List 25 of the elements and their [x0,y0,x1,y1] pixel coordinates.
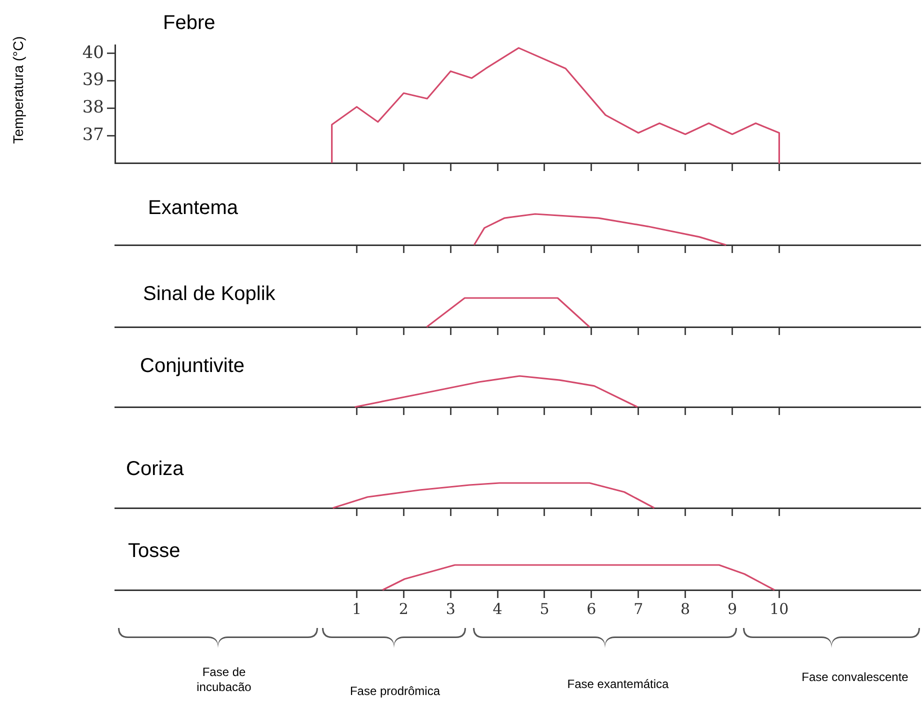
x-tick-label: 3 [446,600,456,618]
text: Fase prodrômica [348,684,442,699]
x-tick-label: 6 [586,600,596,618]
x-tick-label: 10 [770,600,789,618]
x-tick-label: 5 [540,600,550,618]
chart-title: Tosse [128,540,180,563]
x-tick-label: 4 [492,600,502,618]
y-tick-label: 40 [82,42,104,63]
chart-title: Conjuntivite [140,355,245,378]
chart-title: Coriza [126,458,184,481]
x-tick-label: 8 [680,600,690,618]
chart-title: Exantema [148,197,238,220]
x-tick-label: 1 [352,600,362,618]
text: Fase exantemática [566,677,670,692]
text: Fase convalescente [800,670,910,685]
chart-title: Febre [163,12,216,35]
text: Fase de incubacão [196,665,252,695]
y-tick-label: 37 [82,125,104,146]
y-axis-title: Temperatura (°C) [10,36,26,144]
x-tick-label: 9 [727,600,738,618]
y-tick-label: 39 [82,70,104,90]
x-tick-label: 2 [398,600,408,618]
x-tick-label: 7 [634,600,644,618]
y-tick-label: 38 [82,98,104,118]
chart-title: Sinal de Koplik [143,283,276,306]
